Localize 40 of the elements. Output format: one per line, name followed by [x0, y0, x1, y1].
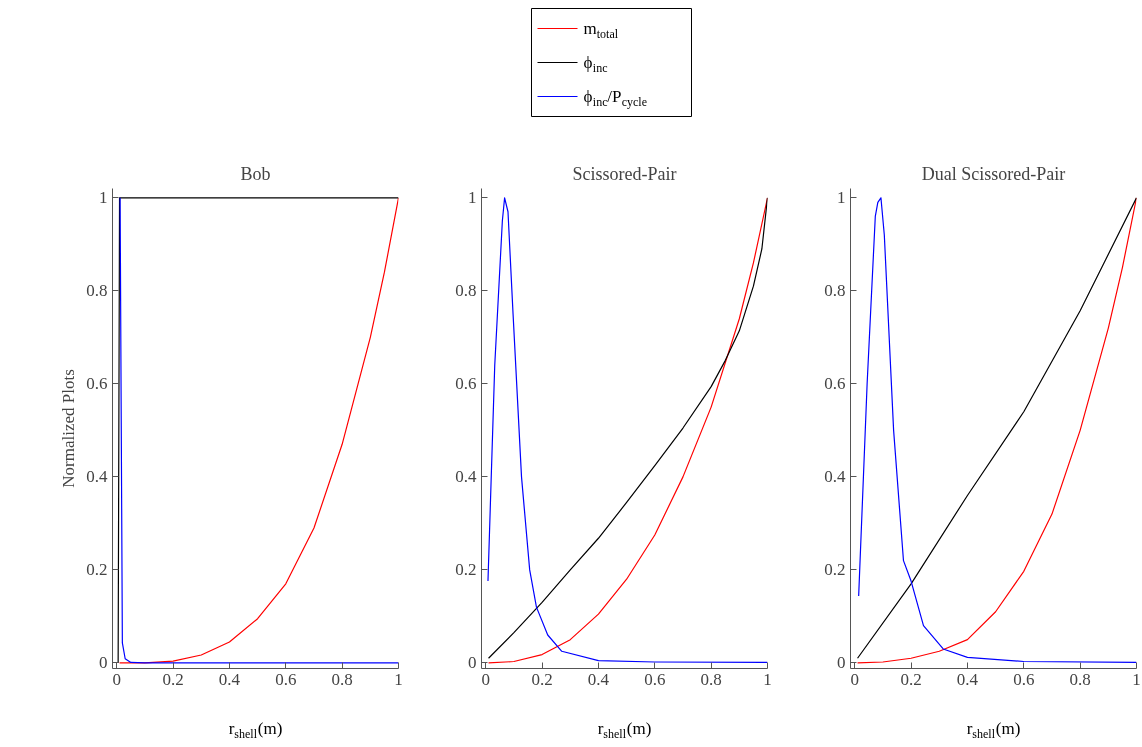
y-tick-label: 0.4	[86, 467, 108, 487]
y-tick-label: 0.6	[455, 374, 477, 394]
y-tick-label: 1	[99, 188, 108, 208]
y-tick-label: 0	[468, 653, 477, 673]
y-tick-label: 1	[468, 188, 477, 208]
x-tick-label: 0.4	[587, 669, 610, 689]
y-tick-label: 0.6	[86, 374, 108, 394]
x-tick-label: 0.6	[275, 669, 297, 689]
y-tick-label: 1	[837, 188, 846, 208]
x-tick-label: 0.8	[700, 669, 722, 689]
x-tick-label: 0	[481, 669, 490, 689]
x-tick-label: 0.8	[1069, 669, 1091, 689]
y-tick-label: 0.2	[86, 560, 108, 580]
chart-title: Scissored-Pair	[572, 163, 677, 184]
y-axis-title: Normalized Plots	[59, 369, 79, 488]
x-tick-label: 0.6	[644, 669, 666, 689]
y-tick-label: 0.8	[86, 281, 108, 301]
x-tick-label: 0.8	[331, 669, 353, 689]
y-tick-label: 0.2	[455, 560, 477, 580]
chart-title: Dual Scissored-Pair	[921, 163, 1066, 184]
y-tick-label: 0.4	[455, 467, 477, 487]
x-tick-label: 0.2	[162, 669, 184, 689]
x-tick-label: 1	[763, 669, 772, 689]
x-tick-label: 0.4	[218, 669, 241, 689]
x-tick-label: 1	[394, 669, 403, 689]
chart-title: Bob	[240, 163, 271, 184]
y-tick-label: 0.6	[824, 374, 846, 394]
x-tick-label: 0.2	[900, 669, 922, 689]
x-tick-label: 0	[112, 669, 121, 689]
y-tick-label: 0	[99, 653, 108, 673]
x-tick-label: 0.4	[956, 669, 979, 689]
y-tick-label: 0.4	[824, 467, 846, 487]
y-tick-label: 0	[837, 653, 846, 673]
y-tick-label: 0.8	[455, 281, 477, 301]
x-tick-label: 0.6	[1013, 669, 1035, 689]
y-tick-label: 0.8	[824, 281, 846, 301]
x-tick-label: 0.2	[531, 669, 553, 689]
x-tick-label: 1	[1132, 669, 1141, 689]
y-tick-label: 0.2	[824, 560, 846, 580]
x-tick-label: 0	[850, 669, 859, 689]
